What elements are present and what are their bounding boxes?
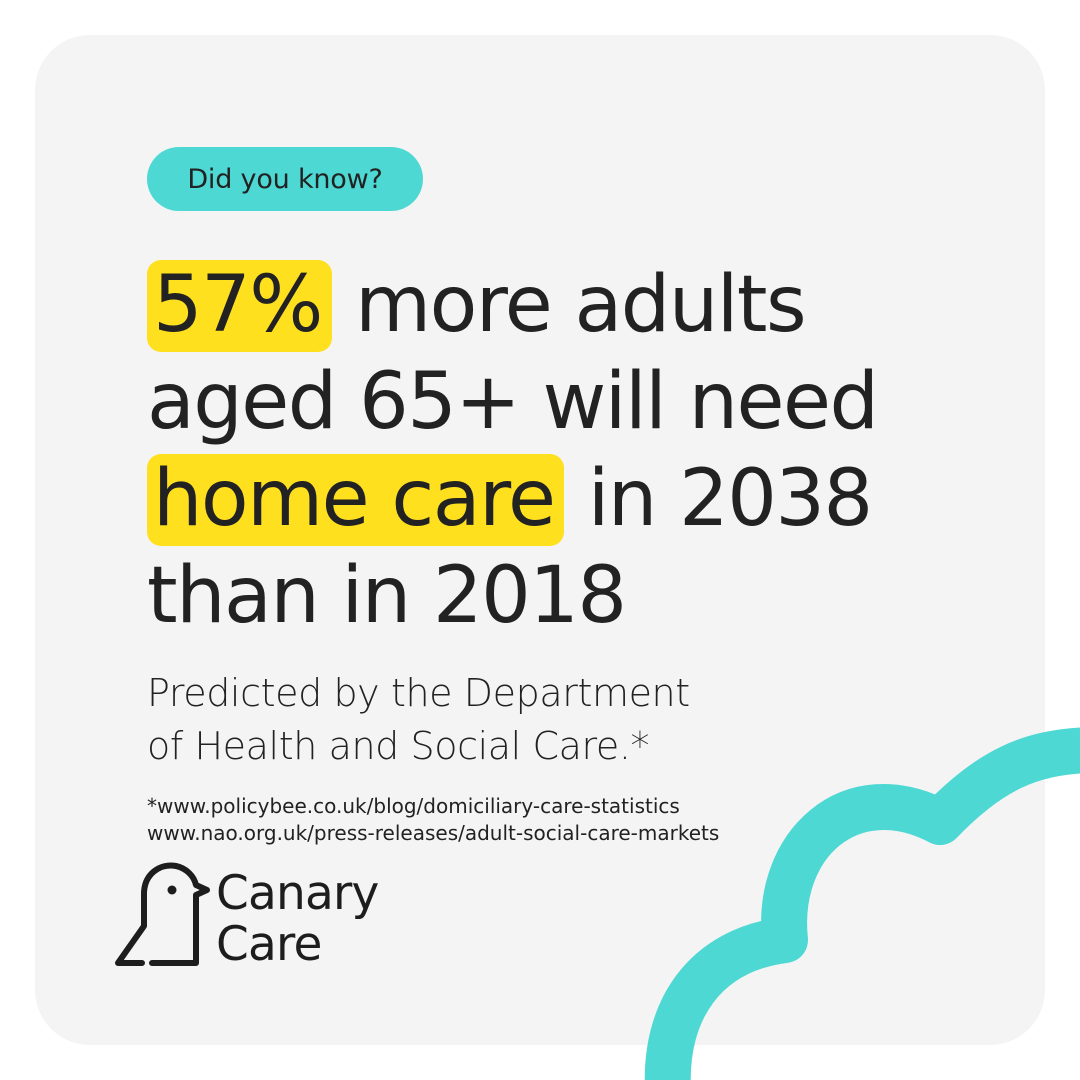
subtext-line-1: Predicted by the Department: [147, 671, 690, 715]
stat-highlight: 57%: [147, 260, 332, 352]
did-you-know-badge: Did you know?: [147, 147, 423, 211]
headline-line-1-rest: more adults: [331, 260, 807, 350]
subtext: Predicted by the Department of Health an…: [147, 667, 690, 773]
info-card: Did you know? 57% more adults aged 65+ w…: [35, 35, 1045, 1045]
headline-line-3-rest: in 2038: [564, 454, 873, 544]
headline-line-4: than in 2018: [147, 551, 627, 641]
logo-wordmark: Canary Care: [216, 868, 379, 970]
canary-bird-icon: [115, 862, 210, 966]
source-link-2[interactable]: www.nao.org.uk/press-releases/adult-soci…: [147, 821, 720, 845]
canary-care-logo: Canary Care: [112, 860, 432, 970]
headline-line-3: home care in 2038: [147, 451, 878, 548]
home-care-highlight: home care: [147, 454, 565, 546]
badge-label: Did you know?: [187, 163, 383, 195]
sources: *www.policybee.co.uk/blog/domiciliary-ca…: [147, 793, 719, 847]
source-link-1[interactable]: *www.policybee.co.uk/blog/domiciliary-ca…: [147, 794, 680, 818]
headline-line-1: 57% more adults: [147, 257, 878, 354]
subtext-line-2: of Health and Social Care.*: [147, 724, 650, 768]
logo-word-canary: Canary: [216, 866, 379, 921]
headline: 57% more adults aged 65+ will need home …: [147, 257, 879, 645]
headline-line-2: aged 65+ will need: [147, 357, 879, 447]
logo-word-care: Care: [216, 917, 322, 972]
